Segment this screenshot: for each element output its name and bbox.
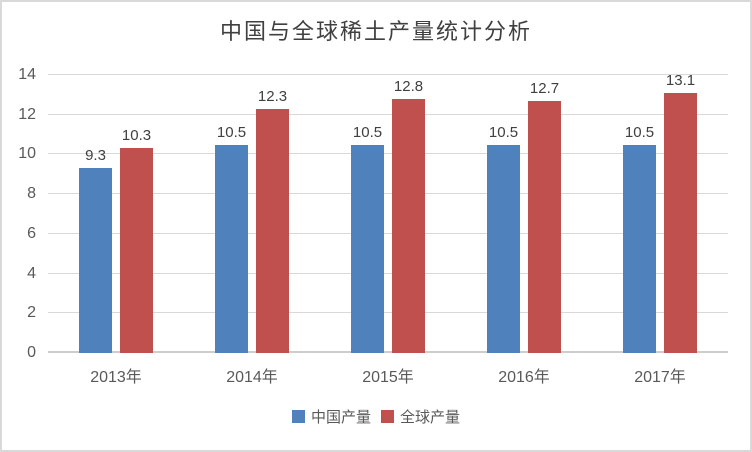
legend-swatch [291,410,305,423]
bar-value-label: 12.8 [393,77,424,95]
bar: 10.5 [215,124,248,353]
y-tick-label: 2 [27,304,36,322]
bar-value-label: 10.5 [488,123,519,141]
plot-area: 9.3 10.3 10.5 12.3 10.5 12.8 10.5 12.7 10.5 13.1 [48,72,728,353]
gridline [48,193,728,195]
y-tick-label: 8 [27,185,36,203]
bar-group: 10.5 12.8 [351,78,425,353]
bar: 10.5 [487,124,520,353]
bar: 12.3 [256,88,289,353]
bar: 10.3 [120,127,153,353]
gridline [48,272,728,274]
legend-label: 中国产量 [310,409,371,426]
bar-group: 10.5 12.3 [215,88,289,353]
x-tick-label: 2016年 [498,369,550,386]
gridline [48,153,728,155]
gridline [48,351,728,353]
bar: 10.5 [623,124,656,353]
y-axis-labels: 0 2 4 6 8 10 12 14 [2,66,40,361]
bar-group: 9.3 10.3 [79,127,153,353]
y-tick-label: 4 [27,264,36,282]
bar: 12.7 [528,80,561,353]
x-tick-label: 2017年 [634,369,686,386]
bar-group: 10.5 12.7 [487,80,561,353]
bar-value-label: 10.5 [216,123,247,141]
bar: 12.8 [392,78,425,353]
chart-title: 中国与全球稀土产量统计分析 [219,19,532,44]
x-tick-label: 2013年 [90,369,142,386]
y-tick-label: 14 [18,66,36,83]
bars-layer: 9.3 10.3 10.5 12.3 10.5 12.8 10.5 12.7 10.5 13.1 [48,72,728,353]
gridline [48,74,728,75]
y-tick-label: 0 [27,344,36,361]
bar-value-label: 10.3 [121,127,152,145]
bar-value-label: 9.3 [85,147,106,165]
legend-item: 中国产量 [291,406,371,427]
bar-value-label: 13.1 [665,71,696,89]
gridline [48,232,728,234]
bar: 13.1 [664,72,697,353]
bar: 9.3 [79,147,112,353]
x-tick-label: 2014年 [226,369,278,386]
bar: 10.5 [351,124,384,353]
gridline [48,113,728,115]
gridline [48,312,728,314]
y-tick-label: 12 [18,105,36,123]
x-tick-label: 2015年 [362,369,414,386]
legend-item: 全球产量 [381,406,460,427]
bar-value-label: 12.3 [257,87,288,105]
y-tick-label: 10 [18,145,36,163]
x-axis-labels: 2013年 2014年 2015年 2016年 2017年 [48,363,728,387]
bar-value-label: 10.5 [352,123,383,141]
legend: 中国产量 全球产量 [2,406,750,427]
legend-swatch [381,410,394,423]
bar-value-label: 12.7 [529,79,560,97]
bar-value-label: 10.5 [624,123,655,141]
y-tick-label: 6 [27,224,36,242]
legend-label: 全球产量 [400,409,461,426]
bar-group: 10.5 13.1 [623,72,697,353]
